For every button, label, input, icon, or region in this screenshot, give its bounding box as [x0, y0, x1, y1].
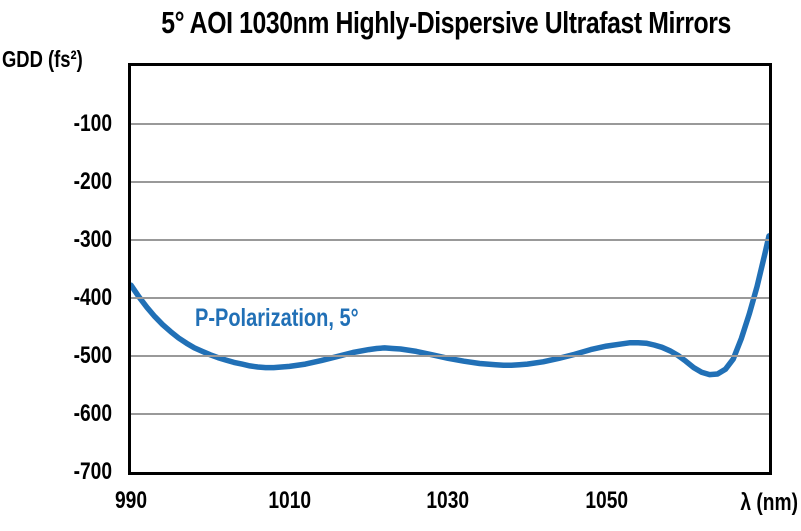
- x-tick-text: 1050: [585, 487, 628, 514]
- x-axis-label: λ (nm): [726, 489, 798, 517]
- x-tick-label-1030: 1030: [403, 487, 493, 515]
- gridline--200: [131, 181, 769, 183]
- chart-title-text: 5° AOI 1030nm Highly-Dispersive Ultrafas…: [161, 5, 731, 40]
- x-tick-label-990: 990: [86, 487, 176, 515]
- series-label-text: P-Polarization, 5°: [195, 304, 359, 332]
- y-axis-label-text: GDD (fs²): [2, 46, 83, 72]
- y-tick-label--500: -500: [22, 343, 112, 369]
- gridline--300: [131, 239, 769, 241]
- gridline--100: [131, 123, 769, 125]
- x-tick-text: 990: [114, 487, 148, 514]
- y-tick-label--600: -600: [22, 401, 112, 427]
- plot-area: P-Polarization, 5°: [128, 63, 772, 475]
- x-tick-label-1010: 1010: [245, 487, 335, 515]
- y-tick-label--300: -300: [22, 227, 112, 253]
- y-tick-text: -100: [73, 110, 112, 137]
- y-tick-label--100: -100: [22, 111, 112, 137]
- y-tick-label--400: -400: [22, 285, 112, 311]
- x-tick-text: 1030: [426, 487, 470, 514]
- x-axis-label-text: λ (nm): [740, 489, 798, 516]
- chart-title: 5° AOI 1030nm Highly-Dispersive Ultrafas…: [90, 5, 801, 41]
- gdd-curve: [131, 233, 769, 378]
- x-tick-label-1050: 1050: [562, 487, 652, 515]
- y-tick-text: -400: [73, 284, 112, 311]
- gridline--500: [131, 355, 769, 357]
- series-label: P-Polarization, 5°: [195, 304, 399, 333]
- gridline--400: [131, 297, 769, 299]
- gridline--600: [131, 413, 769, 415]
- y-tick-text: -500: [73, 342, 112, 369]
- x-tick-text: 1010: [268, 487, 311, 514]
- y-tick-label--200: -200: [22, 169, 112, 195]
- y-axis-label: GDD (fs²): [2, 46, 103, 73]
- y-tick-text: -200: [73, 168, 112, 195]
- y-tick-text: -300: [73, 226, 112, 253]
- y-tick-text: -700: [73, 458, 112, 485]
- y-tick-label--700: -700: [22, 459, 112, 485]
- y-tick-text: -600: [73, 400, 112, 427]
